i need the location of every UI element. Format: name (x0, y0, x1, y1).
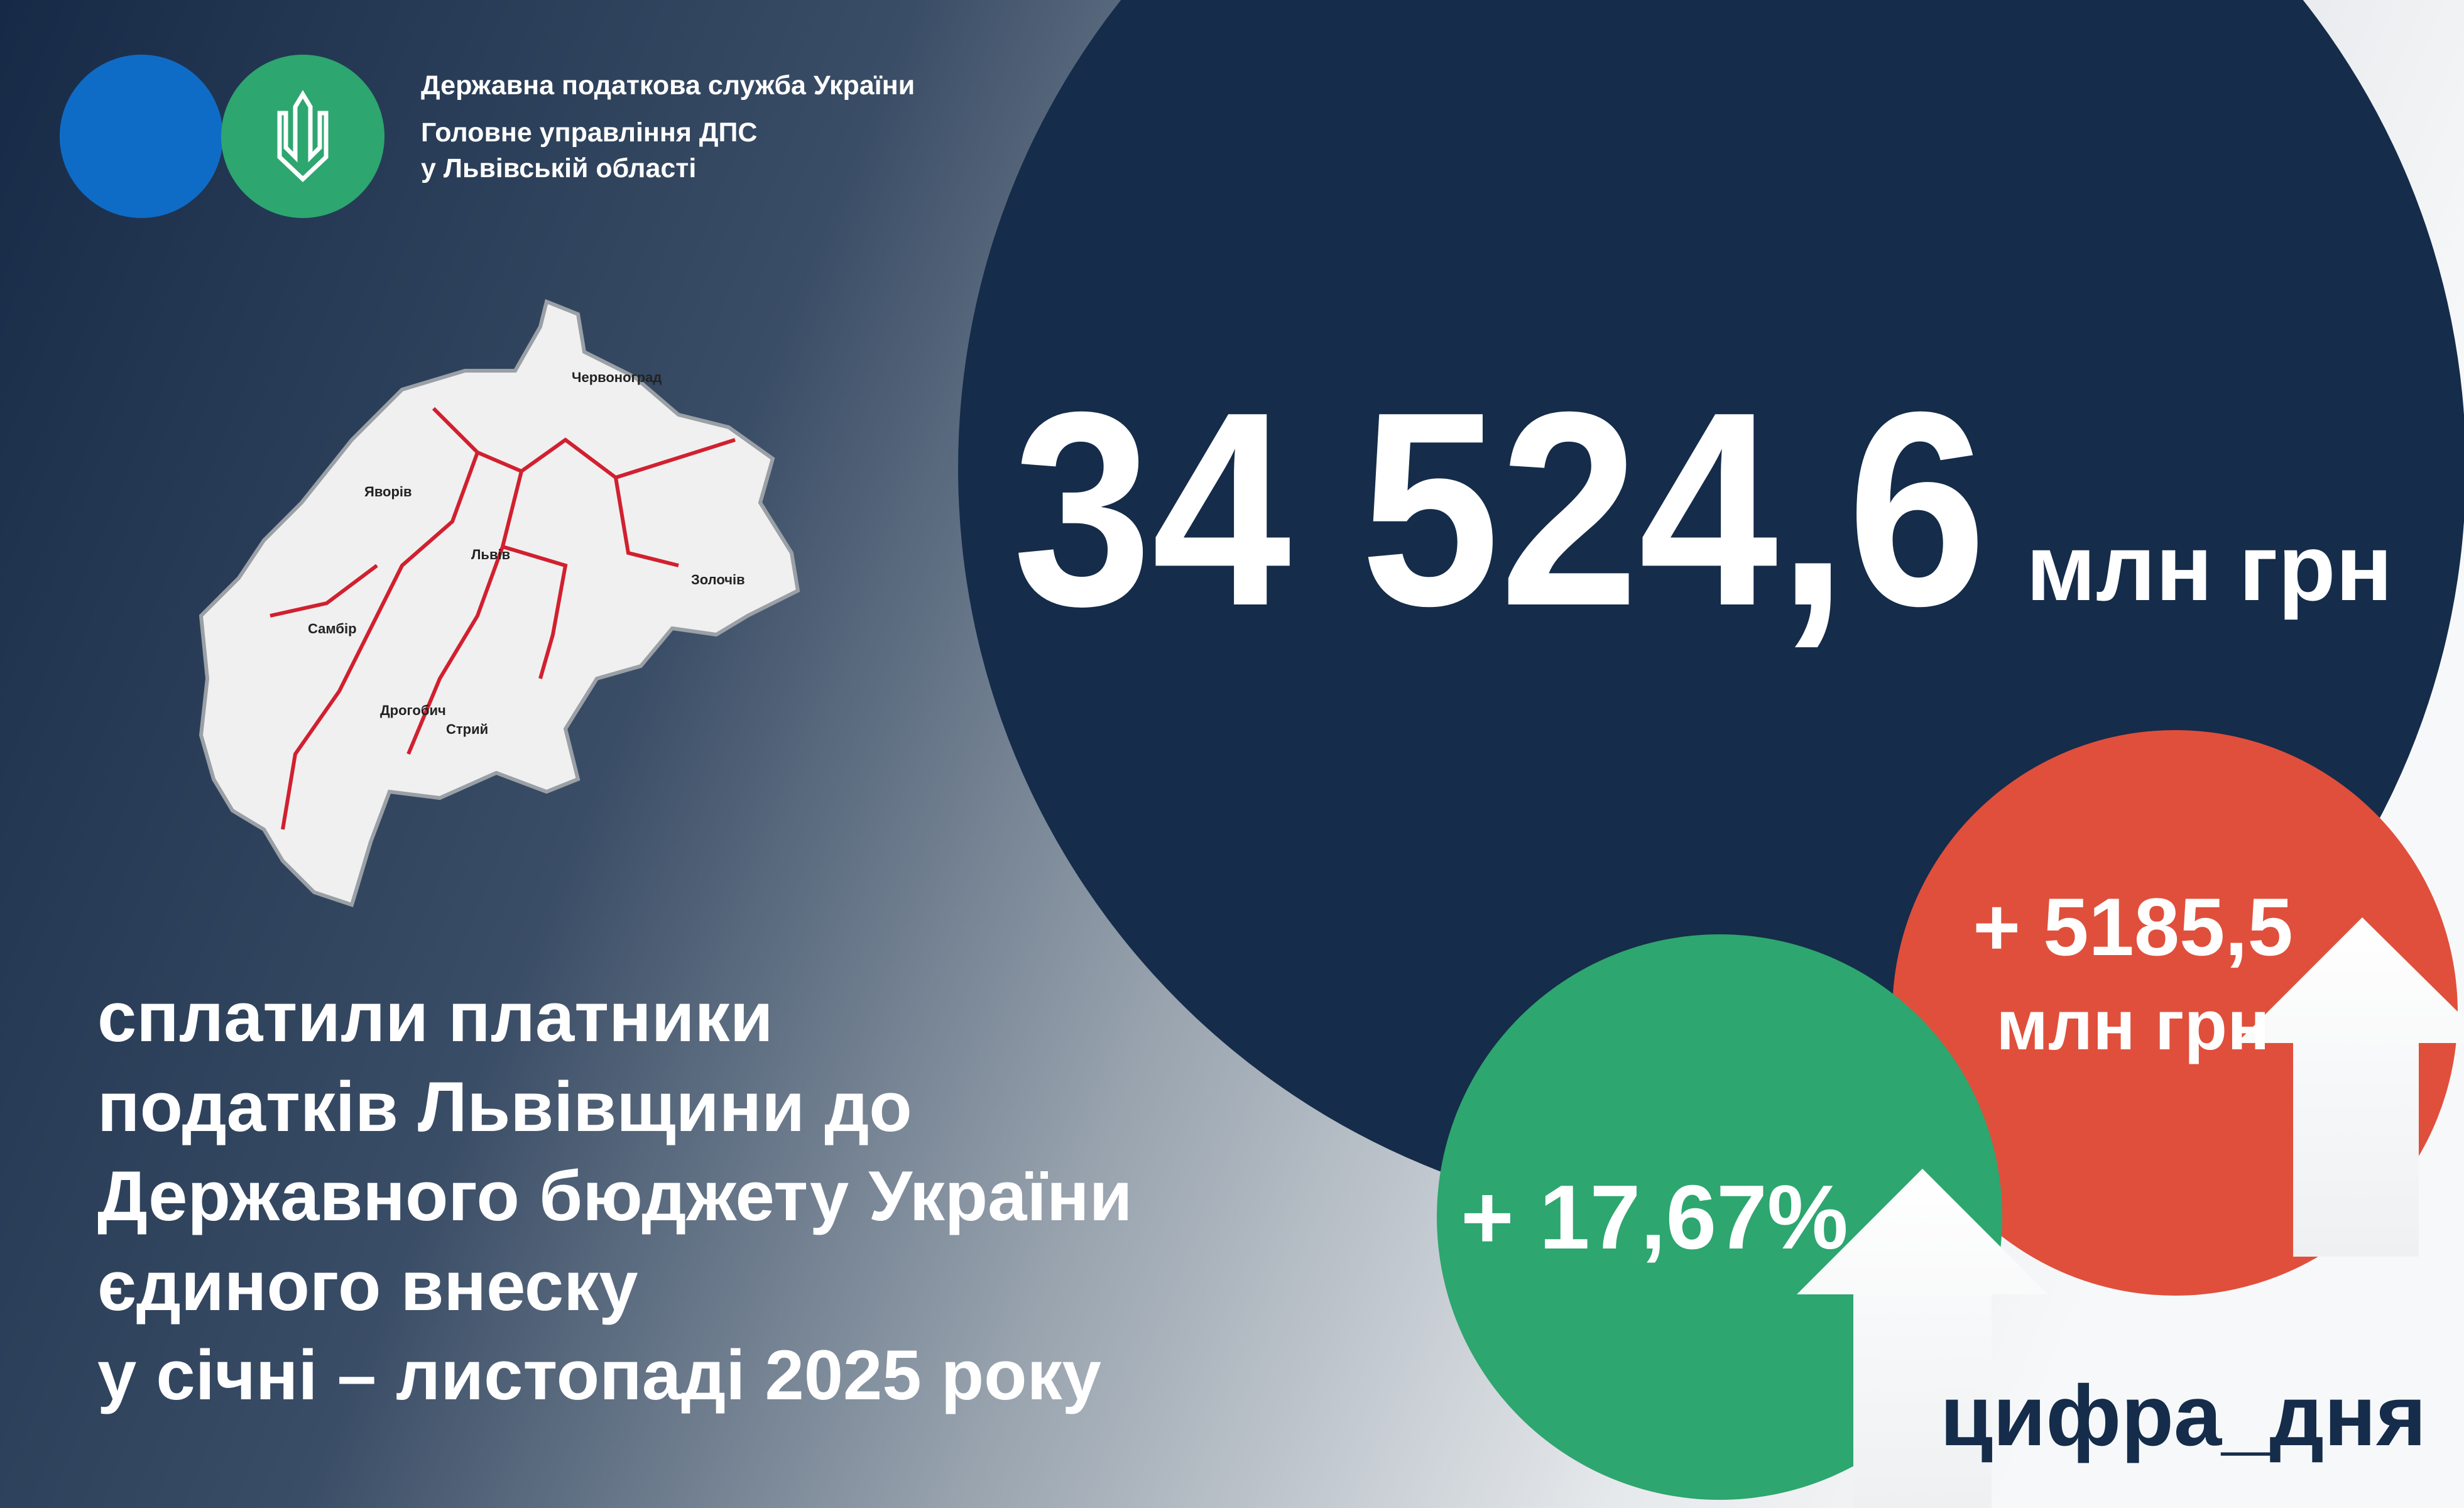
map-city: Дрогобич (380, 702, 446, 718)
description-line: Державного бюджету України (97, 1157, 1132, 1235)
description-line: єдиного внеску (97, 1247, 638, 1325)
map-borders (270, 407, 736, 830)
description-line: сплатили платники (97, 978, 773, 1056)
hashtag: цифра_дня (1940, 1368, 2426, 1464)
header-line: Головне управління ДПС (421, 117, 757, 148)
header-line: Державна податкова служба України (421, 70, 915, 101)
red-arrow (2237, 917, 2464, 1257)
map-city: Золочів (691, 572, 745, 587)
map-city: Яворів (364, 484, 412, 500)
growth-unit: млн грн (1996, 986, 2269, 1064)
main-unit: млн грн (2026, 515, 2392, 620)
green-arrow (1797, 1169, 2048, 1508)
description-line: у січні – листопаді 2025 року (97, 1336, 1101, 1414)
growth-percent: + 17,67% (1461, 1166, 1848, 1268)
map-region (199, 298, 800, 907)
map-city: Львів (471, 547, 510, 562)
logo-blue (60, 55, 223, 218)
main-amount: 34 524,6 (1013, 355, 1987, 664)
trident (277, 90, 329, 182)
growth-amount: + 5185,5 (1973, 881, 2293, 973)
map-city: Самбір (308, 621, 357, 637)
logo-green (221, 55, 384, 218)
description-line: податків Львівщини до (97, 1068, 912, 1146)
header-line: у Львівській області (421, 153, 696, 183)
map-city: Червоноград (572, 369, 662, 385)
map-city: Стрий (446, 721, 488, 737)
map: Червоноград Яворів Львів Самбір Дрогобич… (199, 298, 800, 907)
